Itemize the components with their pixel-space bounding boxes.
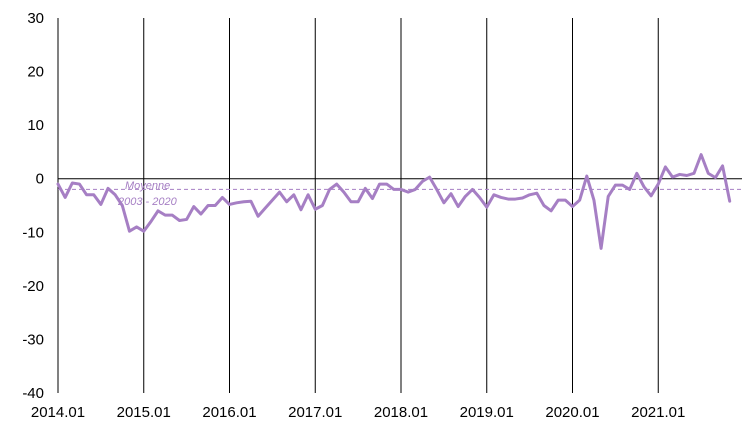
x-tick-label: 2016.01 bbox=[202, 404, 256, 421]
y-tick-label: 10 bbox=[27, 117, 44, 134]
average-label-line1: Moyenne bbox=[125, 180, 170, 192]
series-line bbox=[56, 153, 732, 250]
x-tick-label: 2018.01 bbox=[374, 404, 428, 421]
x-tick-label: 2017.01 bbox=[288, 404, 342, 421]
x-tick-label: 2015.01 bbox=[117, 404, 171, 421]
x-tick-label: 2014.01 bbox=[31, 404, 85, 421]
y-tick-label: -20 bbox=[22, 278, 44, 295]
y-tick-label: 30 bbox=[27, 10, 44, 27]
x-tick-labels: 2014.01 2015.01 2016.01 2017.01 2018.01 2019.… bbox=[31, 404, 685, 421]
x-tick-label: 2019.01 bbox=[460, 404, 514, 421]
y-tick-label: 0 bbox=[36, 171, 44, 188]
x-tick-label: 2021.01 bbox=[631, 404, 685, 421]
x-tick-label: 2020.01 bbox=[545, 404, 599, 421]
y-tick-label: 20 bbox=[27, 64, 44, 81]
y-tick-labels: 30 20 10 0 -10 -20 -30 -40 bbox=[22, 10, 44, 402]
average-label-line2: 2003 - 2020 bbox=[117, 196, 178, 208]
y-tick-label: -40 bbox=[22, 385, 44, 402]
y-tick-label: -10 bbox=[22, 224, 44, 241]
y-tick-label: -30 bbox=[22, 331, 44, 348]
year-gridlines bbox=[143, 18, 659, 393]
